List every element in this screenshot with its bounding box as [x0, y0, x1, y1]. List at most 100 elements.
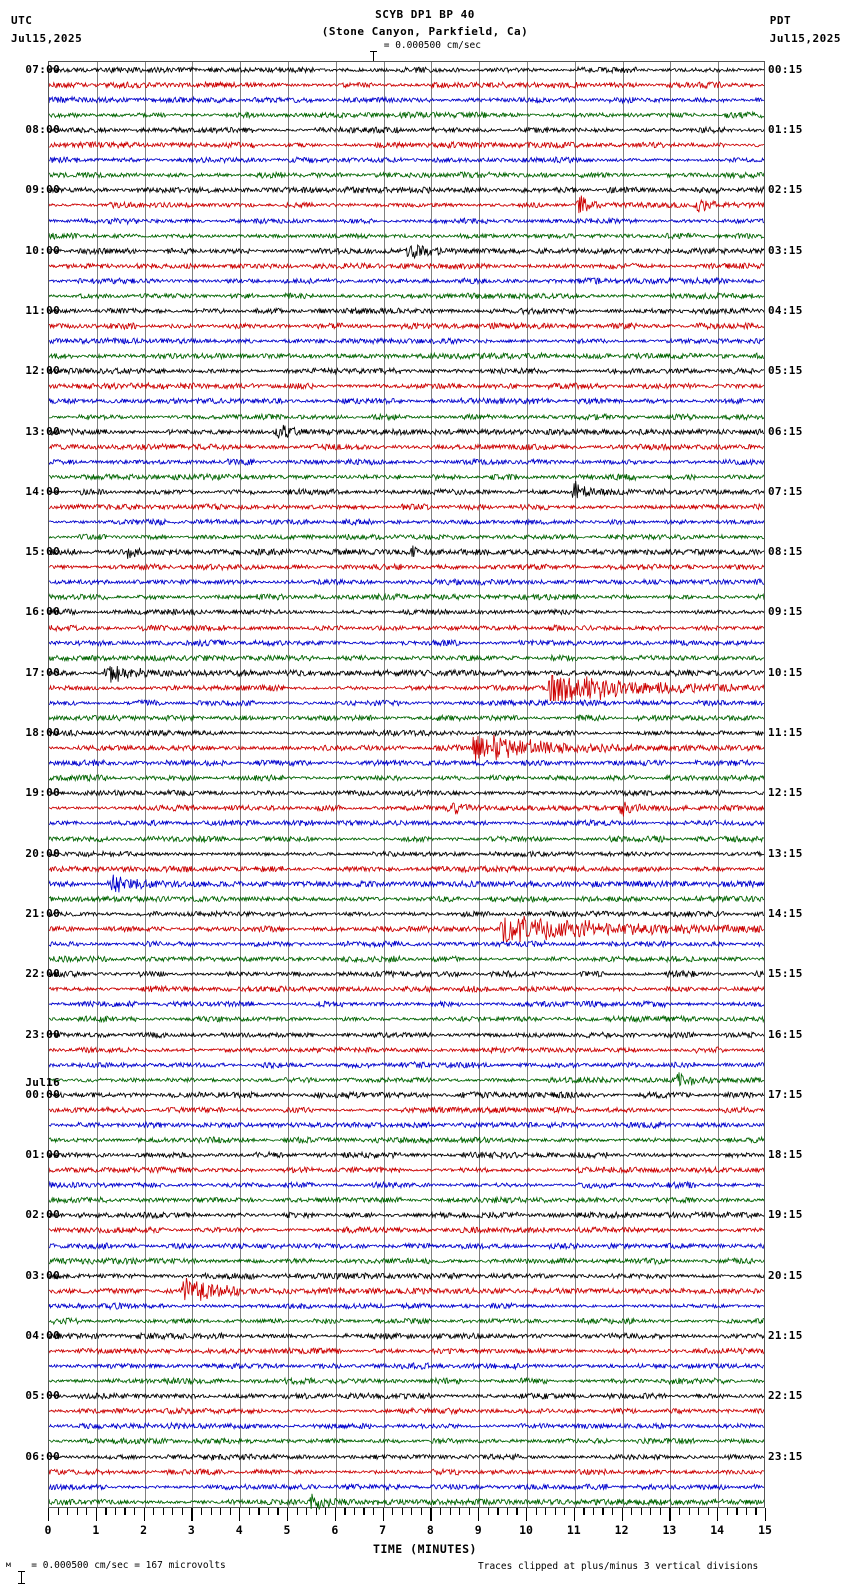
x-tick-minor [172, 1508, 174, 1515]
seismic-trace [49, 705, 764, 731]
seismogram-plot[interactable] [48, 61, 765, 1510]
x-tick-minor [306, 1508, 308, 1515]
x-tick-minor [602, 1508, 604, 1515]
seismic-trace [49, 1277, 764, 1304]
x-tick-minor [420, 1508, 423, 1515]
x-tick-minor [258, 1508, 260, 1515]
x-tick-minor [229, 1508, 231, 1515]
seismic-trace [49, 343, 764, 369]
x-tick-minor [181, 1508, 184, 1515]
pdt-hour-label: 06:15 [768, 424, 803, 438]
utc-hour-label: 05:00 [25, 1389, 60, 1403]
header-title-block: SCYB DP1 BP 40 (Stone Canyon, Parkfield,… [0, 8, 850, 38]
pdt-hour-label: 22:15 [768, 1389, 803, 1403]
x-tick-minor [745, 1508, 748, 1515]
seismic-trace [49, 494, 764, 520]
scale-bar-legend: = 0.000500 cm/sec [0, 40, 850, 64]
x-tick-major [239, 1508, 241, 1521]
day-change-label: Jul16 [25, 1075, 60, 1089]
seismic-trace [49, 464, 764, 490]
seismic-trace [49, 1233, 764, 1259]
x-tick-minor [134, 1508, 136, 1515]
x-tick-minor [592, 1508, 595, 1515]
seismic-trace [49, 1067, 764, 1093]
seismic-trace [49, 1383, 764, 1409]
grid-line-minute-6 [335, 62, 337, 1507]
seismic-trace [49, 1398, 764, 1424]
pdt-hour-label: 10:15 [768, 665, 803, 679]
seismic-trace [49, 223, 764, 249]
seismic-trace [49, 1052, 764, 1078]
seismic-trace [49, 780, 764, 806]
seismic-trace [49, 1187, 764, 1213]
x-tick-minor [267, 1508, 270, 1515]
x-tick-minor [57, 1508, 59, 1515]
footer-scale-text: = 0.000500 cm/sec = 167 microvolts [31, 1560, 226, 1571]
utc-hour-label: 15:00 [25, 545, 60, 559]
seismic-trace [49, 645, 764, 671]
grid-line-minute-11 [574, 62, 576, 1507]
x-tick-minor [124, 1508, 126, 1515]
x-tick-minor [344, 1508, 346, 1515]
seismic-trace [49, 1444, 764, 1470]
x-tick-minor [612, 1508, 614, 1515]
x-tick-minor [487, 1508, 489, 1515]
pdt-hour-label: 09:15 [768, 605, 803, 619]
x-tick-minor [210, 1508, 212, 1515]
utc-hour-label: 03:00 [25, 1268, 60, 1282]
utc-hour-label: 16:00 [25, 605, 60, 619]
seismic-trace [49, 147, 764, 173]
seismic-trace [49, 1459, 764, 1485]
x-tick-label: 8 [426, 1523, 434, 1537]
utc-hour-label: 00:00 [25, 1087, 60, 1101]
seismic-trace [49, 1112, 764, 1138]
micro-symbol: м [6, 1560, 11, 1569]
x-tick-minor [650, 1508, 652, 1515]
x-tick-minor [401, 1508, 403, 1515]
utc-hour-label: 09:00 [25, 183, 60, 197]
seismic-trace [49, 192, 764, 218]
x-tick-minor [583, 1508, 585, 1515]
pdt-hour-label: 16:15 [768, 1027, 803, 1041]
seismic-trace [49, 841, 764, 867]
header-utc-label: UTC [11, 14, 33, 27]
x-tick-major [143, 1508, 145, 1521]
x-tick-minor [296, 1508, 298, 1515]
seismic-trace [49, 901, 764, 927]
x-tick-minor [736, 1508, 738, 1515]
grid-line-minute-7 [383, 62, 385, 1507]
seismic-trace [49, 630, 764, 656]
utc-hour-label: 10:00 [25, 243, 60, 257]
seismic-trace [49, 162, 764, 188]
seismic-trace [49, 584, 764, 610]
x-tick-major [191, 1508, 193, 1521]
seismic-trace [49, 660, 764, 686]
x-tick-major [478, 1508, 480, 1521]
x-tick-label: 11 [566, 1523, 581, 1537]
seismic-trace [49, 976, 764, 1002]
x-tick-minor [449, 1508, 451, 1515]
x-tick-minor [277, 1508, 279, 1515]
pdt-hour-label: 02:15 [768, 183, 803, 197]
x-tick-major [669, 1508, 671, 1521]
seismic-trace [49, 554, 764, 580]
seismic-trace [49, 1489, 764, 1515]
x-tick-minor [535, 1508, 537, 1515]
utc-hour-label: 06:00 [25, 1449, 60, 1463]
grid-line-minute-5 [288, 62, 289, 1507]
seismic-trace [49, 238, 764, 264]
seismic-trace [49, 915, 764, 942]
seismic-trace [49, 208, 764, 234]
utc-hour-label: 19:00 [25, 786, 60, 800]
grid-line-minute-8 [431, 62, 433, 1507]
x-tick-minor [497, 1508, 499, 1515]
utc-hour-label: 11:00 [25, 304, 60, 317]
pdt-hour-label: 21:15 [768, 1328, 803, 1342]
utc-hour-label: 20:00 [25, 846, 60, 860]
header-pdt-block: PDT Jul15,2025 [770, 14, 841, 45]
x-tick-major [573, 1508, 575, 1521]
seismic-trace [49, 434, 764, 460]
seismic-trace [49, 826, 764, 852]
x-tick-minor [640, 1508, 642, 1515]
x-tick-minor [315, 1508, 317, 1515]
